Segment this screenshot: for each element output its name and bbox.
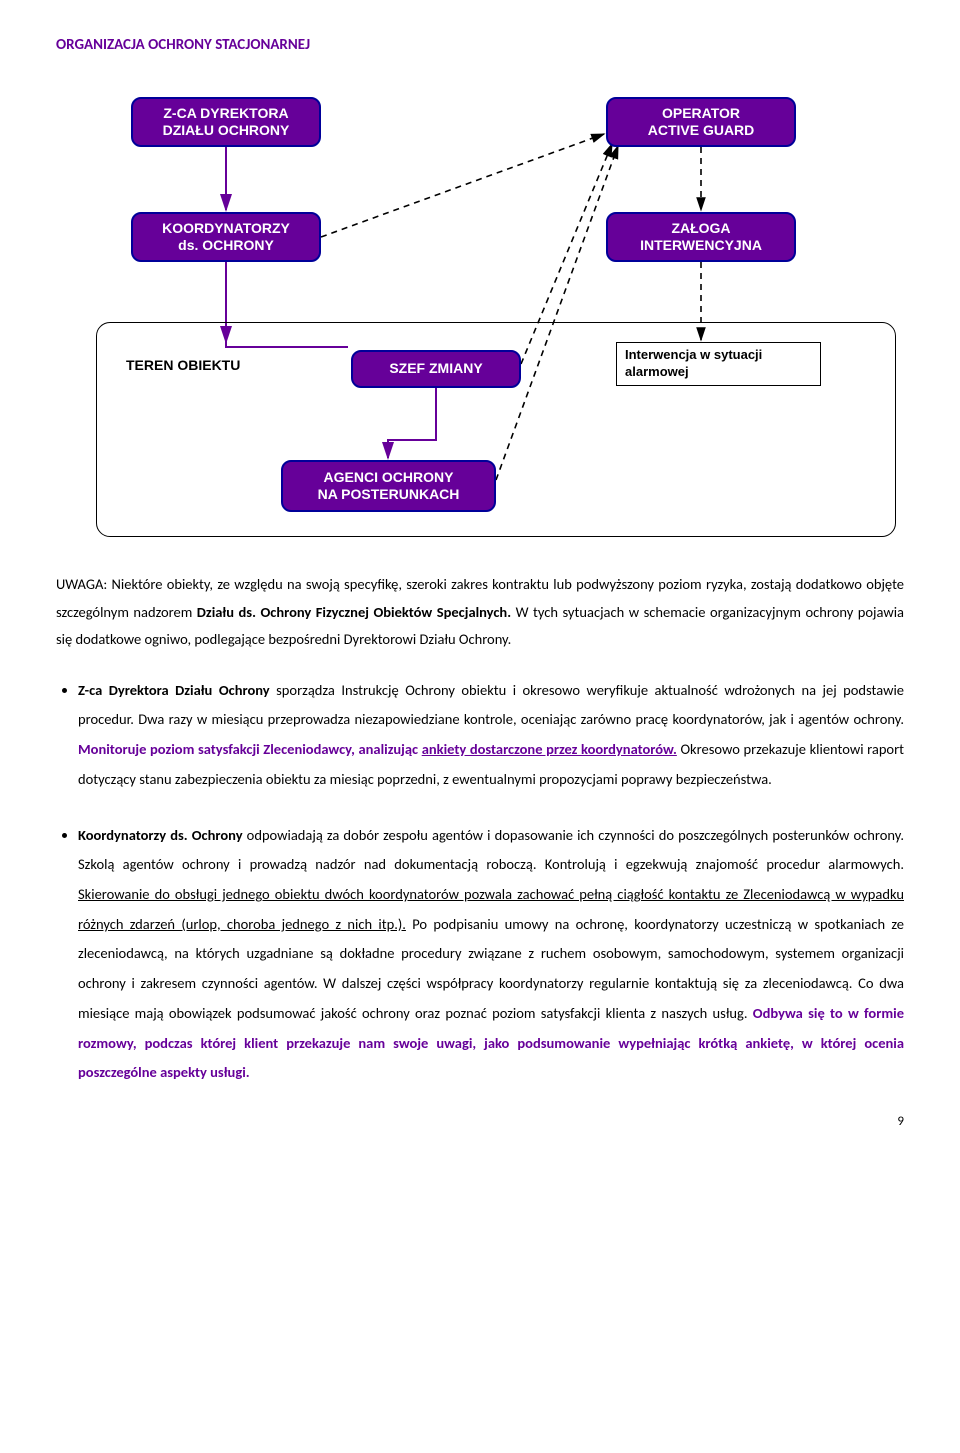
- org-diagram: TEREN OBIEKTU Interwencja w sytuacji ala…: [56, 82, 906, 557]
- page-title: ORGANIZACJA OCHRONY STACJONARNEJ: [56, 36, 904, 54]
- node-koordynatorzy: KOORDYNATORZY ds. OCHRONY: [131, 212, 321, 262]
- teren-obiektu-label: TEREN OBIEKTU: [126, 357, 240, 373]
- bullet-zca: Z-ca Dyrektora Działu Ochrony sporządza …: [78, 676, 904, 795]
- node-zaloga: ZAŁOGA INTERWENCYJNA: [606, 212, 796, 262]
- bullet-zca-hl1: Monitoruje poziom satysfakcji Zlecenioda…: [78, 740, 422, 758]
- uwaga-paragraph: UWAGA: Niektóre obiekty, ze względu na s…: [56, 571, 904, 654]
- bullet-zca-hlu1: ankiety dostarczone przez koordynatorów.: [422, 740, 677, 758]
- bullet-koord: Koordynatorzy ds. Ochrony odpowiadają za…: [78, 821, 904, 1088]
- bullet-koord-lead: Koordynatorzy ds. Ochrony: [78, 826, 243, 844]
- interwencja-box: Interwencja w sytuacji alarmowej: [616, 342, 821, 386]
- node-szef-zmiany: SZEF ZMIANY: [351, 350, 521, 388]
- page-number: 9: [56, 1114, 904, 1129]
- uwaga-bold: Działu ds. Ochrony Fizycznej Obiektów Sp…: [197, 603, 511, 621]
- node-operator: OPERATOR ACTIVE GUARD: [606, 97, 796, 147]
- body-list: Z-ca Dyrektora Działu Ochrony sporządza …: [56, 676, 904, 1088]
- bullet-zca-lead: Z-ca Dyrektora Działu Ochrony: [78, 681, 270, 699]
- node-agenci: AGENCI OCHRONY NA POSTERUNKACH: [281, 460, 496, 512]
- uwaga-prefix: UWAGA:: [56, 575, 112, 593]
- node-zca-dyrektora: Z-CA DYREKTORA DZIAŁU OCHRONY: [131, 97, 321, 147]
